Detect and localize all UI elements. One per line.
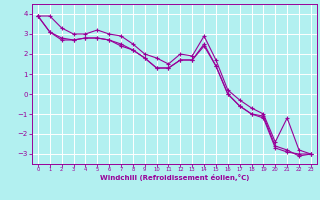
X-axis label: Windchill (Refroidissement éolien,°C): Windchill (Refroidissement éolien,°C) <box>100 174 249 181</box>
